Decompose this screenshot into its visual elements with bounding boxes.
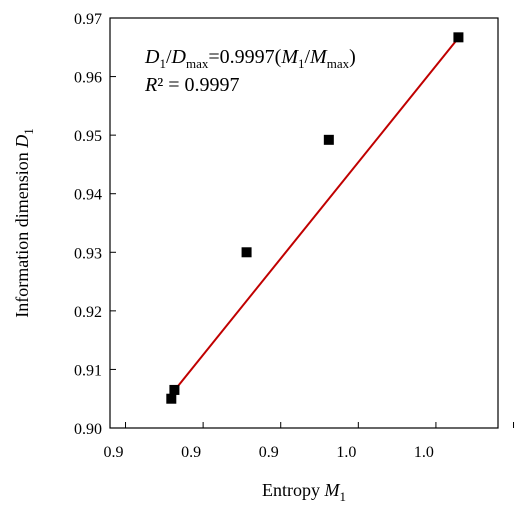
eq-D-sub: 1 — [159, 56, 166, 71]
x-tick-label: 0.9 — [104, 444, 124, 461]
data-point — [166, 393, 177, 404]
eq-equals: =0.9997( — [208, 46, 281, 68]
x-axis-title-var: M — [324, 480, 341, 500]
x-axis-title-text: Entropy — [262, 480, 325, 500]
y-tick-label: 0.93 — [74, 245, 102, 262]
y-axis-title: Information dimension D1 — [12, 128, 36, 317]
y-tick-label: 0.95 — [74, 128, 102, 145]
x-axis-title: Entropy M1 — [262, 480, 346, 504]
y-axis-title-text: Information dimension — [12, 148, 32, 318]
data-points — [166, 32, 464, 404]
data-point — [323, 134, 334, 145]
eq-D: D — [144, 46, 160, 68]
y-tick-label: 0.94 — [74, 187, 102, 204]
plot-area — [109, 17, 499, 429]
r2-annotation: R² = 0.9997 — [144, 74, 240, 96]
y-tick-label: 0.91 — [74, 362, 102, 379]
x-tick-label: 0.9 — [181, 444, 201, 461]
y-tick-label: 0.92 — [74, 304, 102, 321]
data-point — [241, 247, 252, 258]
eq-M-sub: 1 — [298, 56, 305, 71]
x-tick-label: 1.0 — [336, 444, 356, 461]
eq-M: M — [280, 46, 299, 68]
y-axis-title-var: D — [12, 135, 32, 149]
x-tick-labels: 0.9 0.9 0.9 1.0 1.0 — [104, 444, 434, 461]
x-tick-label: 0.9 — [259, 444, 279, 461]
axis-ticks — [110, 17, 515, 429]
x-tick-label: 1.0 — [414, 444, 434, 461]
eq-Dmax-sub: max — [186, 56, 209, 71]
data-point — [453, 32, 464, 43]
x-axis-title-sub: 1 — [340, 489, 347, 504]
r2-R: R — [144, 74, 157, 96]
r2-value: ² = 0.9997 — [157, 74, 239, 96]
fit-line — [173, 37, 460, 392]
eq-slash2: / — [304, 46, 310, 68]
eq-close: ) — [349, 46, 356, 68]
y-tick-labels: 0.90 0.91 0.92 0.93 0.94 0.95 0.96 0.97 — [74, 11, 102, 438]
y-tick-label: 0.96 — [74, 70, 102, 87]
data-point — [169, 384, 180, 395]
eq-Mmax: M — [309, 46, 328, 68]
fit-line-layer — [173, 37, 460, 392]
eq-slash: / — [166, 46, 172, 68]
equation-annotation: D1/Dmax=0.9997(M1/Mmax) — [144, 46, 356, 71]
y-tick-label: 0.90 — [74, 421, 102, 438]
eq-Dmax: D — [171, 46, 187, 68]
eq-Mmax-sub: max — [327, 56, 350, 71]
y-tick-label: 0.97 — [74, 11, 102, 28]
y-axis-title-sub: 1 — [21, 128, 36, 135]
plot-border — [109, 17, 499, 429]
